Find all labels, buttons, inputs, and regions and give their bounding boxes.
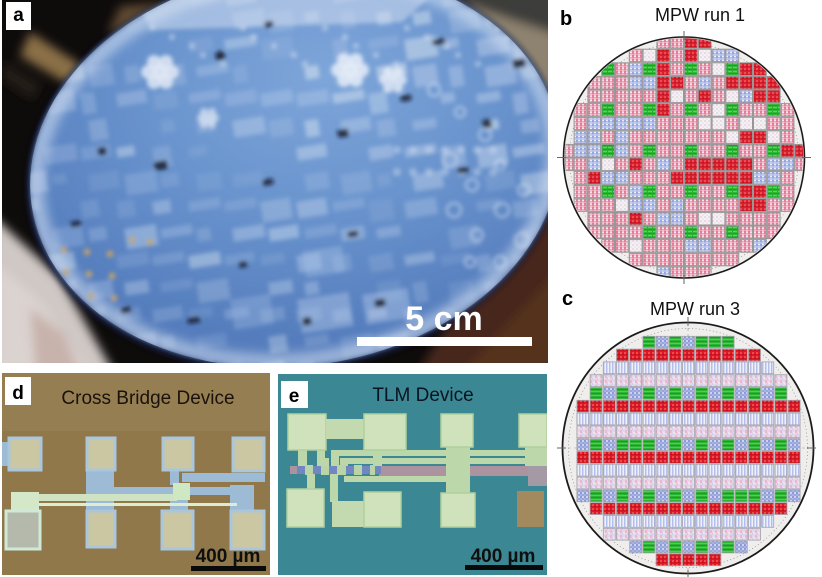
svg-text:TLM Device: TLM Device (372, 385, 473, 406)
svg-text:d: d (12, 383, 24, 404)
svg-text:400 µm: 400 µm (471, 546, 536, 567)
svg-text:Cross Bridge Device: Cross Bridge Device (61, 388, 234, 409)
svg-text:e: e (289, 386, 300, 407)
svg-text:400 µm: 400 µm (196, 546, 261, 567)
svg-text:5 cm: 5 cm (405, 300, 483, 338)
